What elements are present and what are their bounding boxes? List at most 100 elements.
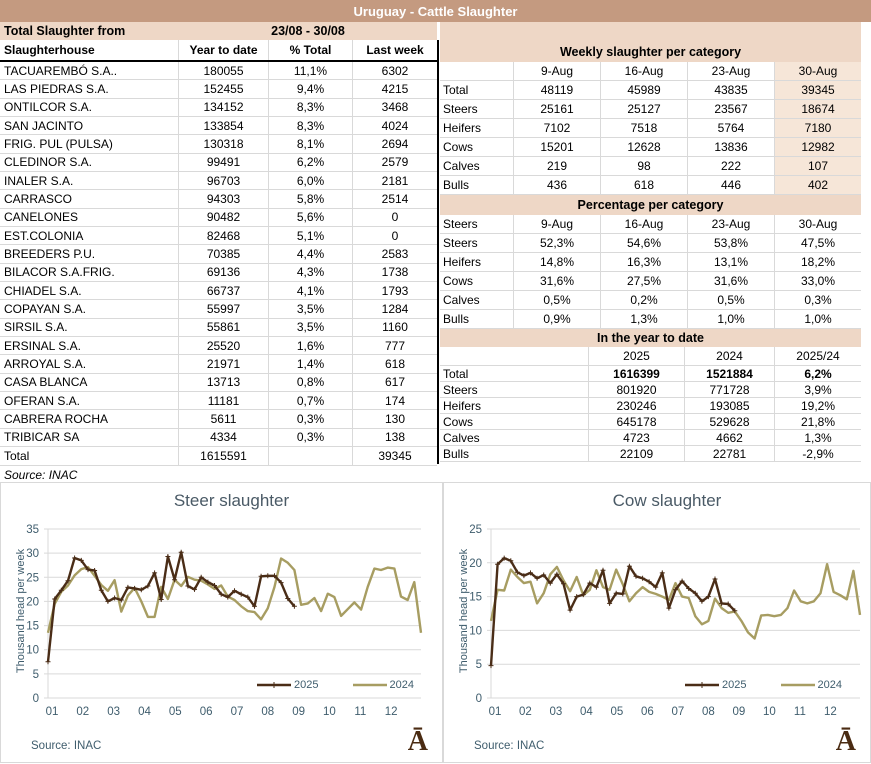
- cell: 130318: [178, 135, 268, 153]
- cell: 96703: [178, 171, 268, 190]
- cell: 23-Aug: [687, 215, 774, 233]
- marker-plus: [547, 580, 553, 586]
- legend-label: 2025: [294, 679, 319, 691]
- weekly-section-title: Weekly slaughter per category: [440, 22, 861, 62]
- table-row: Bulls 0,9% 1,3% 1,0% 1,0%: [440, 310, 861, 329]
- y-tick-label: 15: [26, 621, 39, 633]
- table-row: Heifers 14,8% 16,3% 13,1% 18,2%: [440, 253, 861, 272]
- cell: 2024: [684, 347, 774, 365]
- cell: 618: [352, 355, 437, 373]
- percentage-rows: Steers 52,3% 54,6% 53,8% 47,5% Heifers 14,8% 16…: [440, 234, 861, 329]
- marker-plus: [705, 594, 711, 600]
- table-source-note: Source: INAC: [4, 467, 78, 482]
- cell: 134152: [178, 98, 268, 116]
- y-tick-label: 20: [469, 558, 482, 570]
- legend-label: 2024: [389, 679, 414, 691]
- x-tick-label: 07: [231, 706, 244, 718]
- y-tick-label: 5: [33, 669, 39, 681]
- cell: 180055: [178, 62, 268, 80]
- cell: 5,8%: [268, 190, 352, 208]
- legend-label: 2024: [817, 679, 842, 691]
- brand-logo: Ā: [835, 726, 856, 757]
- cell: 0,3%: [268, 410, 352, 428]
- cell: 618: [600, 176, 687, 194]
- marker-plus: [52, 596, 58, 602]
- table-row: Cows 31,6% 27,5% 31,6% 33,0%: [440, 272, 861, 291]
- marker-plus: [285, 596, 291, 601]
- cell: Steers: [443, 102, 478, 116]
- cell: 4,1%: [268, 281, 352, 300]
- cell: BILACOR S.A.FRIG.: [4, 265, 115, 280]
- marker-plus: [488, 663, 494, 669]
- cell: 31,6%: [513, 272, 600, 290]
- marker-plus: [653, 584, 659, 590]
- cell: SAN JACINTO: [4, 118, 84, 133]
- table-row: Calves 0,5% 0,2% 0,5% 0,3%: [440, 291, 861, 310]
- column-header: % Total: [268, 40, 352, 60]
- x-tick-label: 05: [169, 706, 182, 718]
- cell: 801920: [588, 382, 684, 397]
- table-row: CANELONES 90482 5,6% 0: [0, 208, 437, 227]
- cell: 2583: [352, 245, 437, 263]
- series-line-2025: [489, 556, 736, 666]
- cell: 1793: [352, 281, 437, 300]
- cell: 2181: [352, 171, 437, 190]
- cell: INALER S.A.: [4, 173, 74, 188]
- cell: ERSINAL S.A.: [4, 338, 81, 353]
- marker-plus: [607, 600, 613, 606]
- table-row: BILACOR S.A.FRIG. 69136 4,3% 1738: [0, 263, 437, 282]
- cell: 0,9%: [513, 310, 600, 328]
- marker-plus: [58, 587, 64, 593]
- cell: 230246: [588, 398, 684, 413]
- cell: ONTILCOR S.A.: [4, 100, 93, 115]
- marker-plus: [692, 590, 698, 596]
- chart-legend: 2025 2024: [257, 679, 414, 691]
- x-tick-label: 04: [138, 706, 151, 718]
- y-tick-label: 35: [26, 524, 39, 536]
- cell: Steers: [443, 382, 478, 397]
- x-tick-label: 04: [580, 706, 593, 718]
- y-tick-label: 30: [26, 548, 39, 560]
- cell: 82468: [178, 226, 268, 245]
- cell: 18674: [774, 100, 861, 118]
- cell: 5,1%: [268, 226, 352, 245]
- cell: [268, 446, 352, 465]
- table-row: Bulls 436 618 446 402: [440, 176, 861, 195]
- cell: 222: [687, 157, 774, 175]
- chart-source-note: Source: INAC: [474, 740, 545, 752]
- cell: 47,5%: [774, 234, 861, 252]
- table-total-row: Total 1615591 39345: [0, 446, 437, 466]
- marker-plus: [659, 570, 665, 576]
- chart-source-note: Source: INAC: [31, 740, 102, 752]
- legend-line-sample: [780, 683, 815, 687]
- cell: 16-Aug: [600, 62, 687, 80]
- y-tick-label: 0: [476, 693, 482, 705]
- column-header: Last week: [352, 40, 437, 60]
- cell: 0,8%: [268, 373, 352, 391]
- cell: 1,0%: [774, 310, 861, 328]
- marker-plus: [205, 579, 211, 585]
- cell: 94303: [178, 190, 268, 208]
- cell: 12628: [600, 138, 687, 156]
- ytd-rows: Total 1616399 1521884 6,2% Steers 801920 77172…: [440, 366, 861, 462]
- marker-plus: [238, 591, 244, 597]
- table-row: Bulls 22109 22781 -2,9%: [440, 446, 861, 462]
- y-tick-label: 10: [469, 625, 482, 637]
- weekly-header-row: 9-Aug 16-Aug 23-Aug 30-Aug: [440, 62, 861, 81]
- cell: Steers: [443, 217, 478, 231]
- cell: 1,0%: [687, 310, 774, 328]
- legend-marker: [699, 682, 706, 688]
- cell: Bulls: [443, 312, 470, 326]
- cell: 55997: [178, 300, 268, 318]
- cell: 130: [352, 410, 437, 428]
- cell: 11181: [178, 391, 268, 410]
- cell: CARRASCO: [4, 191, 73, 206]
- x-tick-label: 09: [292, 706, 305, 718]
- cell: 1,3%: [774, 430, 861, 445]
- cell: 3,5%: [268, 318, 352, 336]
- cell: 0,3%: [774, 291, 861, 309]
- x-tick-label: 06: [200, 706, 213, 718]
- cell: CASA BLANCA: [4, 375, 88, 390]
